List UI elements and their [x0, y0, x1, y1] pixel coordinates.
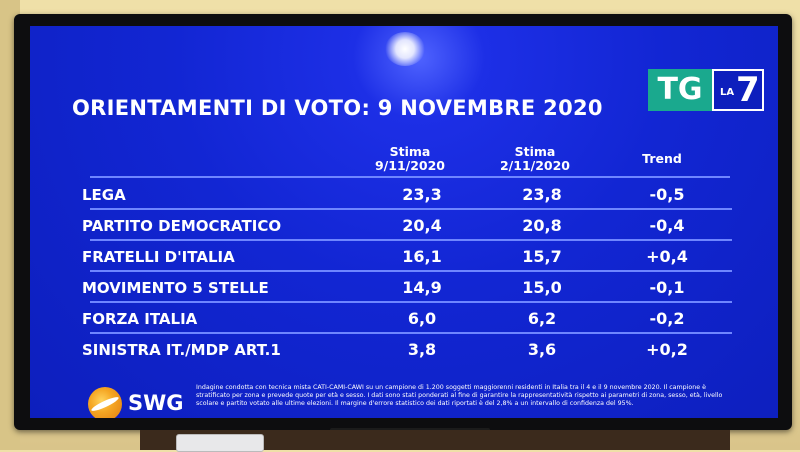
estimate-previous: 6,2: [527, 309, 557, 328]
swg-logo-text: SWG: [128, 391, 184, 415]
column-header-estimate-current: Stima 9/11/2020: [370, 145, 450, 173]
party-name: SINISTRA IT./MDP ART.1: [82, 341, 281, 359]
party-name: PARTITO DEMOCRATICO: [82, 217, 282, 235]
row-divider: [90, 332, 732, 334]
party-name: MOVIMENTO 5 STELLE: [82, 279, 269, 297]
header-label: Stima: [514, 144, 556, 159]
estimate-current: 23,3: [402, 185, 442, 204]
smartphone: [176, 434, 264, 452]
table-row: FORZA ITALIA 6,0 6,2 -0,2: [82, 306, 732, 334]
tg-logo-text: TG: [648, 69, 712, 111]
column-header-trend: Trend: [642, 151, 682, 166]
estimate-previous: 15,7: [522, 247, 562, 266]
estimate-previous: 23,8: [522, 185, 562, 204]
page-title: ORIENTAMENTI DI VOTO: 9 NOVEMBRE 2020: [72, 96, 603, 120]
table-row: LEGA 23,3 23,8 -0,5: [82, 182, 732, 210]
estimate-previous: 3,6: [527, 340, 557, 359]
estimate-previous: 15,0: [522, 278, 562, 297]
trend-value: -0,1: [649, 278, 685, 297]
estimate-current: 20,4: [402, 216, 442, 235]
trend-value: -0,4: [649, 216, 685, 235]
table-row: SINISTRA IT./MDP ART.1 3,8 3,6 +0,2: [82, 337, 732, 365]
header-date: 9/11/2020: [374, 158, 445, 173]
estimate-current: 16,1: [402, 247, 442, 266]
table-row: FRATELLI D'ITALIA 16,1 15,7 +0,4: [82, 244, 732, 272]
tv-screen: ORIENTAMENTI DI VOTO: 9 NOVEMBRE 2020 TG…: [30, 26, 778, 418]
row-divider: [90, 239, 732, 241]
row-divider: [90, 208, 732, 210]
methodology-note: Indagine condotta con tecnica mista CATI…: [196, 384, 723, 408]
trend-value: -0,2: [649, 309, 685, 328]
trend-value: +0,2: [646, 340, 688, 359]
television: ORIENTAMENTI DI VOTO: 9 NOVEMBRE 2020 TG…: [14, 14, 792, 430]
column-header-estimate-previous: Stima 2/11/2020: [490, 145, 580, 173]
light-reflection: [385, 32, 425, 66]
furniture: [140, 430, 730, 450]
header-date: 2/11/2020: [499, 158, 570, 173]
swg-globe-icon: [88, 387, 122, 418]
header-divider: [90, 176, 730, 178]
row-divider: [90, 270, 732, 272]
table-row: PARTITO DEMOCRATICO 20,4 20,8 -0,4: [82, 213, 732, 241]
seven-logo-text: 7: [736, 70, 760, 110]
la7-logo: LA 7: [712, 69, 764, 111]
trend-value: -0,5: [649, 185, 685, 204]
la-logo-text: LA: [720, 87, 735, 98]
party-name: LEGA: [82, 186, 126, 204]
header-label: Stima: [389, 144, 431, 159]
table-row: MOVIMENTO 5 STELLE 14,9 15,0 -0,1: [82, 275, 732, 303]
row-divider: [90, 301, 732, 303]
estimate-current: 3,8: [407, 340, 437, 359]
estimate-current: 6,0: [407, 309, 437, 328]
trend-value: +0,4: [646, 247, 688, 266]
estimate-current: 14,9: [402, 278, 442, 297]
party-name: FRATELLI D'ITALIA: [82, 248, 235, 266]
estimate-previous: 20,8: [522, 216, 562, 235]
party-name: FORZA ITALIA: [82, 310, 198, 328]
